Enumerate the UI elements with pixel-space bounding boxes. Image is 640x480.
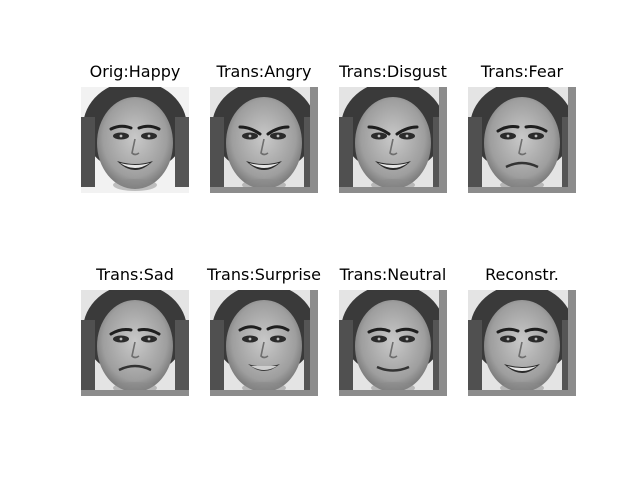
face-image-frame — [339, 87, 447, 193]
face-image-frame — [339, 290, 447, 396]
panel-title: Reconstr. — [485, 265, 559, 284]
face-image-frame — [81, 290, 189, 396]
panel-title: Trans:Sad — [96, 265, 174, 284]
panel-title: Orig:Happy — [89, 62, 181, 81]
panel-title: Trans:Surprise — [207, 265, 321, 284]
face-image — [339, 290, 447, 396]
face-image-frame — [81, 87, 189, 193]
face-image — [468, 87, 576, 193]
face-image — [339, 87, 447, 193]
face-image-frame — [468, 87, 576, 193]
face-image — [210, 87, 318, 193]
panel-title: Trans:Angry — [216, 62, 312, 81]
panel-title: Trans:Fear — [480, 62, 564, 81]
face-image-frame — [210, 87, 318, 193]
face-image — [81, 87, 189, 193]
face-image-frame — [468, 290, 576, 396]
face-image — [468, 290, 576, 396]
face-image-frame — [210, 290, 318, 396]
panel-title: Trans:Neutral — [339, 265, 447, 284]
panel-title: Trans:Disgust — [339, 62, 447, 81]
face-image — [210, 290, 318, 396]
face-image — [81, 290, 189, 396]
